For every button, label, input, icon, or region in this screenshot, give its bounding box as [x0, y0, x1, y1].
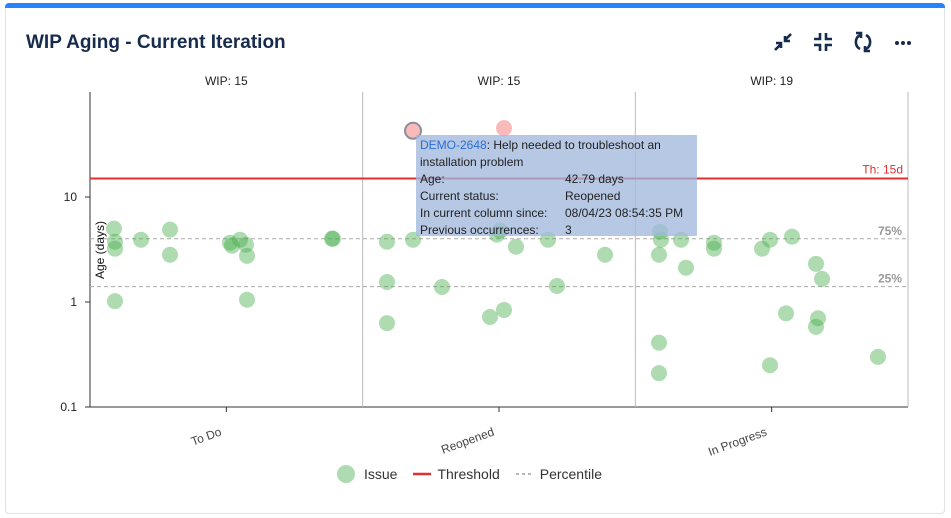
issue-point[interactable] [784, 228, 800, 245]
y-tick-label: 10 [64, 190, 78, 204]
issue-point[interactable] [379, 315, 395, 332]
threshold-label: Th: 15d [862, 163, 903, 177]
issue-point[interactable] [496, 120, 512, 137]
legend-percentile-label: Percentile [539, 466, 602, 482]
issue-point[interactable] [133, 231, 149, 248]
issue-point[interactable] [162, 221, 178, 238]
tooltip-row: Previous occurrences: 3 [420, 222, 693, 239]
wip-label: WIP: 15 [478, 74, 521, 88]
issue-point[interactable] [778, 305, 794, 322]
issue-point[interactable] [239, 291, 255, 308]
collapse-icon[interactable] [812, 30, 834, 54]
threshold-line-icon [413, 472, 432, 476]
refresh-icon[interactable] [852, 30, 874, 54]
widget-title: WIP Aging - Current Iteration [26, 32, 286, 53]
issue-point[interactable] [324, 230, 340, 247]
issue-key-link[interactable]: DEMO-2648 [420, 138, 487, 152]
x-tick-label: In Progress [706, 425, 768, 459]
issue-point[interactable] [814, 270, 830, 287]
tooltip-field-value: 3 [565, 223, 572, 237]
issue-point[interactable] [651, 365, 667, 382]
issue-point[interactable] [379, 274, 395, 291]
widget-card [5, 3, 945, 514]
issue-point[interactable] [754, 240, 770, 257]
y-axis-label: Age (days) [93, 221, 107, 279]
tooltip-field-label: In current column since: [420, 206, 548, 220]
legend-threshold-label: Threshold [437, 466, 500, 482]
issue-point[interactable] [325, 230, 341, 247]
issue-marker-icon [337, 465, 355, 483]
minimize-icon[interactable] [772, 30, 794, 54]
issue-point[interactable] [107, 293, 123, 310]
toolbar [772, 30, 914, 54]
tooltip-field-value: 42.79 days [565, 172, 624, 186]
issue-point[interactable] [762, 231, 778, 248]
y-tick-label: 1 [70, 295, 77, 309]
x-tick-label: To Do [189, 425, 224, 449]
legend-threshold[interactable]: Threshold [413, 466, 500, 482]
issue-point[interactable] [496, 301, 512, 318]
issue-point[interactable] [762, 357, 778, 374]
legend-percentile[interactable]: Percentile [515, 466, 602, 482]
issue-point[interactable] [404, 121, 422, 140]
percentile-label: 25% [878, 272, 902, 286]
tooltip-field-label: Age: [420, 172, 445, 186]
issue-point[interactable] [379, 233, 395, 250]
tooltip-row: Age: 42.79 days [420, 171, 693, 188]
accent-bar [5, 3, 945, 8]
issue-point[interactable] [107, 233, 123, 250]
issue-point[interactable] [232, 231, 248, 248]
wip-label: WIP: 19 [750, 74, 793, 88]
issue-point[interactable] [678, 259, 694, 276]
percentile-line-icon [515, 473, 534, 475]
issue-point[interactable] [239, 247, 255, 264]
issue-point[interactable] [482, 308, 498, 325]
issue-point[interactable] [508, 238, 524, 255]
issue-point[interactable] [808, 255, 824, 272]
issue-summary: : Help needed to troubleshoot an install… [420, 138, 661, 169]
legend-issue-label: Issue [364, 466, 398, 482]
issue-point[interactable] [706, 240, 722, 257]
issue-point[interactable] [224, 237, 240, 254]
issue-point[interactable] [651, 334, 667, 351]
issue-point[interactable] [549, 278, 565, 295]
issue-point[interactable] [597, 246, 613, 263]
issue-point[interactable] [870, 348, 886, 365]
issue-point[interactable] [434, 278, 450, 295]
issue-point[interactable] [107, 240, 123, 257]
issue-point[interactable] [222, 234, 238, 251]
legend: Issue Threshold Percentile [336, 464, 618, 484]
x-tick-label: Reopened [439, 425, 496, 457]
percentile-label: 75% [878, 224, 902, 238]
tooltip-field-value: Reopened [565, 189, 621, 203]
issue-point[interactable] [238, 236, 254, 253]
tooltip-field-label: Current status: [420, 189, 499, 203]
issue-point[interactable] [106, 220, 122, 237]
issue-tooltip: DEMO-2648: Help needed to troubleshoot a… [416, 135, 697, 239]
y-tick-label: 0.1 [60, 400, 77, 414]
wip-label: WIP: 15 [205, 74, 248, 88]
issue-point[interactable] [162, 246, 178, 263]
issue-point[interactable] [706, 234, 722, 251]
issue-point[interactable] [810, 310, 826, 327]
legend-issue[interactable]: Issue [336, 464, 397, 484]
tooltip-field-value: 08/04/23 08:54:35 PM [565, 206, 684, 220]
tooltip-field-label: Previous occurrences: [420, 223, 539, 237]
issue-point[interactable] [651, 246, 667, 263]
more-icon[interactable] [892, 30, 914, 54]
issue-point[interactable] [808, 318, 824, 335]
tooltip-row: Current status: Reopened [420, 188, 693, 205]
tooltip-row: In current column since: 08/04/23 08:54:3… [420, 205, 693, 222]
